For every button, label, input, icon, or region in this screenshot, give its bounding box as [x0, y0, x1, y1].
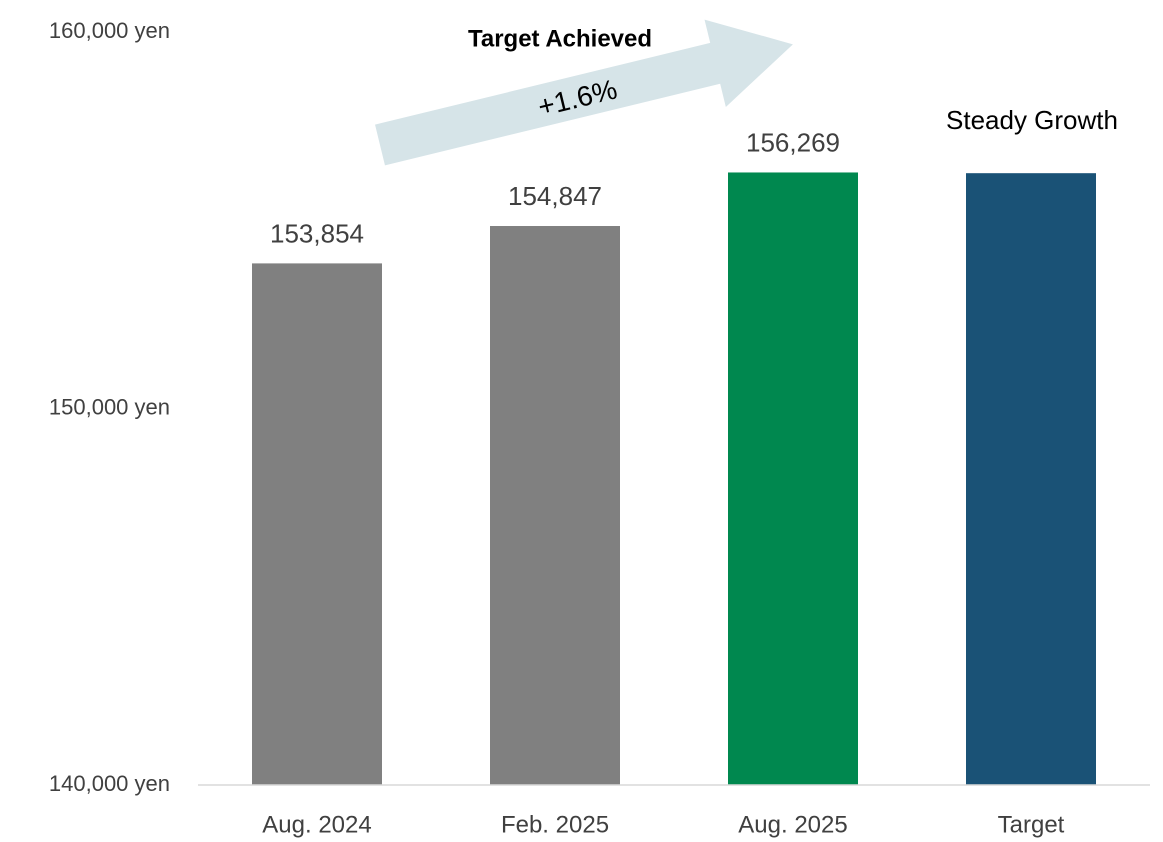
value-label: 153,854 — [270, 218, 364, 248]
x-tick-label: Feb. 2025 — [501, 811, 609, 838]
x-tick-label: Aug. 2024 — [262, 811, 371, 838]
y-tick-label: 140,000 yen — [49, 771, 170, 796]
y-tick-label: 150,000 yen — [49, 394, 170, 419]
bar — [966, 173, 1096, 785]
annotation: Steady Growth — [946, 105, 1118, 135]
arrow — [375, 19, 793, 166]
bar — [490, 226, 620, 786]
arrow-shape — [375, 19, 793, 166]
annotation: Target Achieved — [468, 25, 652, 52]
value-label: 156,269 — [746, 127, 840, 157]
bar — [252, 263, 382, 785]
value-label: 154,847 — [508, 181, 602, 211]
bar — [728, 172, 858, 785]
y-tick-label: 160,000 yen — [49, 18, 170, 43]
x-tick-label: Aug. 2025 — [738, 811, 847, 838]
x-tick-label: Target — [998, 811, 1065, 838]
